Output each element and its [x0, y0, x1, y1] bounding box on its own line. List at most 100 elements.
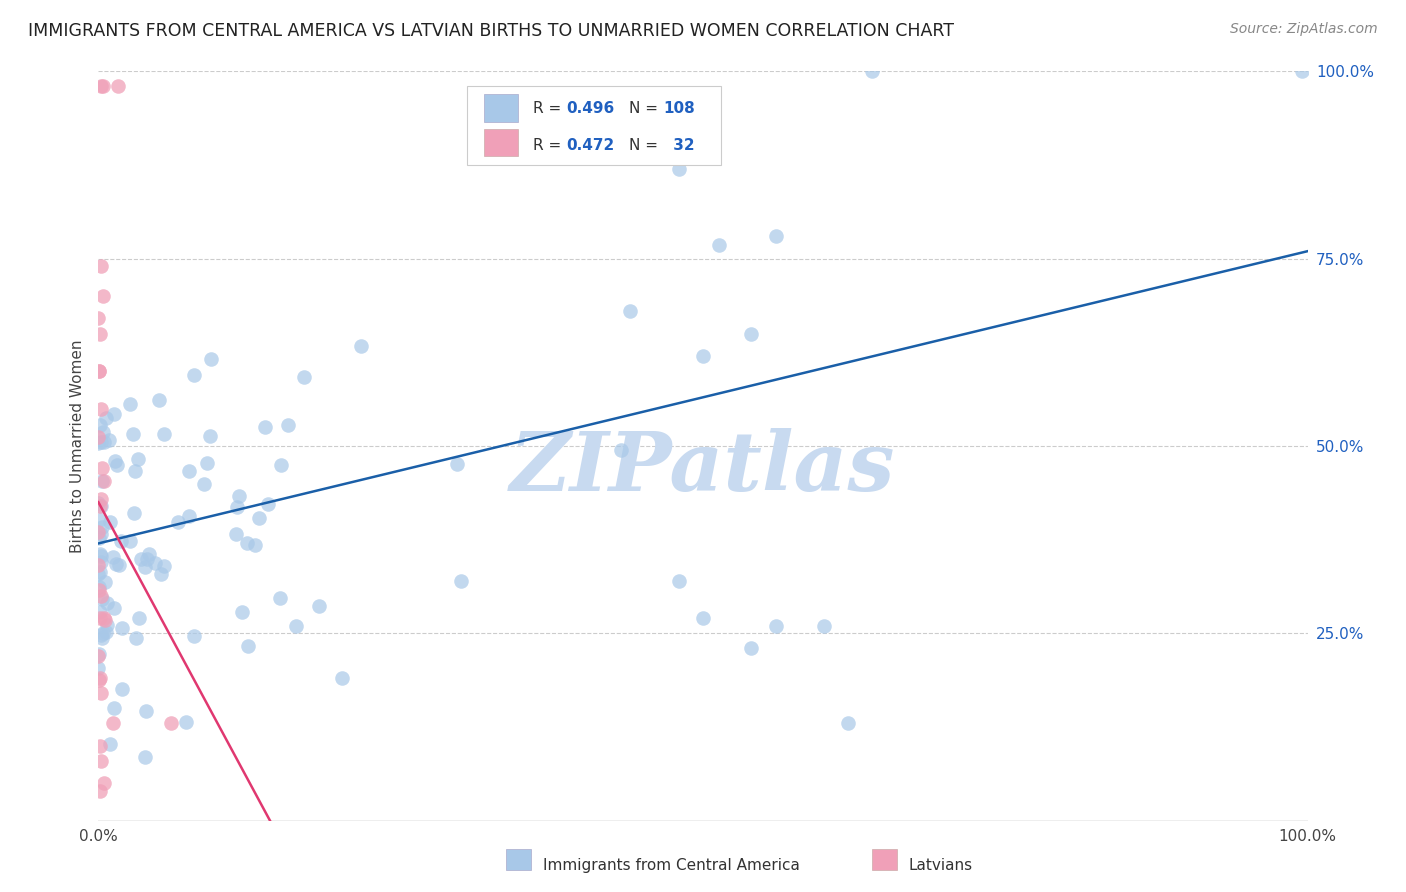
Point: [285, 619, 308, 633]
FancyBboxPatch shape: [467, 87, 721, 165]
Point: [692, 349, 714, 363]
Point: [87, 661, 110, 675]
Point: [103, 700, 125, 714]
Point: [153, 427, 176, 442]
Point: [446, 457, 468, 471]
Point: [118, 397, 141, 411]
Point: [87, 567, 110, 582]
Point: [167, 515, 190, 529]
Point: [89, 364, 111, 378]
Point: [87, 496, 110, 510]
Point: [93, 776, 115, 790]
Point: [740, 326, 762, 341]
Point: [110, 534, 132, 549]
Point: [129, 552, 152, 566]
Point: [135, 552, 157, 566]
Point: [270, 458, 292, 472]
Point: [103, 408, 125, 422]
Point: [90, 435, 112, 450]
Point: [90, 500, 112, 514]
Point: [174, 714, 197, 729]
Point: [89, 547, 111, 561]
Point: [125, 632, 148, 646]
Text: IMMIGRANTS FROM CENTRAL AMERICA VS LATVIAN BIRTHS TO UNMARRIED WOMEN CORRELATION: IMMIGRANTS FROM CENTRAL AMERICA VS LATVI…: [28, 22, 955, 40]
Text: 0.496: 0.496: [567, 102, 614, 116]
Point: [118, 534, 141, 549]
Point: [87, 364, 110, 378]
Point: [253, 419, 276, 434]
Point: [150, 566, 173, 581]
Point: [89, 566, 111, 580]
Point: [269, 591, 291, 606]
Point: [103, 601, 125, 615]
Point: [740, 641, 762, 656]
Point: [89, 499, 111, 513]
Point: [89, 326, 111, 341]
Point: [91, 591, 114, 606]
Text: Immigrants from Central America: Immigrants from Central America: [543, 858, 800, 872]
Point: [143, 556, 166, 570]
Point: [93, 434, 115, 449]
Point: [94, 574, 117, 589]
Point: [90, 754, 112, 768]
Point: [105, 558, 128, 572]
Point: [765, 229, 787, 244]
Point: [292, 369, 315, 384]
Point: [247, 510, 270, 524]
Point: [98, 515, 121, 529]
Point: [135, 704, 157, 718]
Point: [87, 647, 110, 661]
Point: [89, 417, 111, 432]
Point: [138, 547, 160, 561]
Point: [87, 558, 110, 572]
Point: [87, 648, 110, 663]
Point: [91, 461, 114, 475]
Point: [87, 673, 110, 688]
Point: [668, 161, 690, 176]
Point: [692, 611, 714, 625]
Point: [193, 476, 215, 491]
Point: [1291, 64, 1313, 78]
FancyBboxPatch shape: [484, 128, 517, 156]
Point: [89, 671, 111, 685]
Point: [183, 368, 205, 383]
Point: [707, 238, 730, 252]
Point: [236, 639, 259, 653]
Point: [128, 611, 150, 625]
Point: [96, 624, 118, 639]
Point: [91, 79, 114, 94]
Point: [134, 560, 156, 574]
Point: [87, 532, 110, 546]
Point: [96, 617, 118, 632]
Point: [90, 549, 112, 563]
Text: N =: N =: [630, 102, 664, 116]
Point: [277, 418, 299, 433]
Point: [87, 435, 110, 450]
Point: [90, 401, 112, 416]
Point: [153, 559, 176, 574]
Point: [197, 456, 219, 470]
Point: [91, 519, 114, 533]
Point: [228, 489, 250, 503]
Point: [122, 506, 145, 520]
Point: [87, 583, 110, 598]
Point: [148, 392, 170, 407]
Point: [89, 605, 111, 619]
Point: [93, 474, 115, 488]
Point: [179, 463, 201, 477]
Point: [91, 289, 114, 303]
Point: [257, 497, 280, 511]
Point: [87, 524, 110, 539]
Point: [183, 629, 205, 643]
Point: [610, 442, 633, 457]
Text: Source: ZipAtlas.com: Source: ZipAtlas.com: [1230, 22, 1378, 37]
Point: [124, 464, 146, 478]
Point: [668, 574, 690, 588]
FancyBboxPatch shape: [484, 95, 517, 121]
Point: [122, 426, 145, 441]
Point: [200, 351, 222, 366]
Y-axis label: Births to Unmarried Women: Births to Unmarried Women: [69, 339, 84, 553]
Point: [89, 739, 111, 753]
Point: [134, 749, 156, 764]
Point: [231, 605, 253, 619]
